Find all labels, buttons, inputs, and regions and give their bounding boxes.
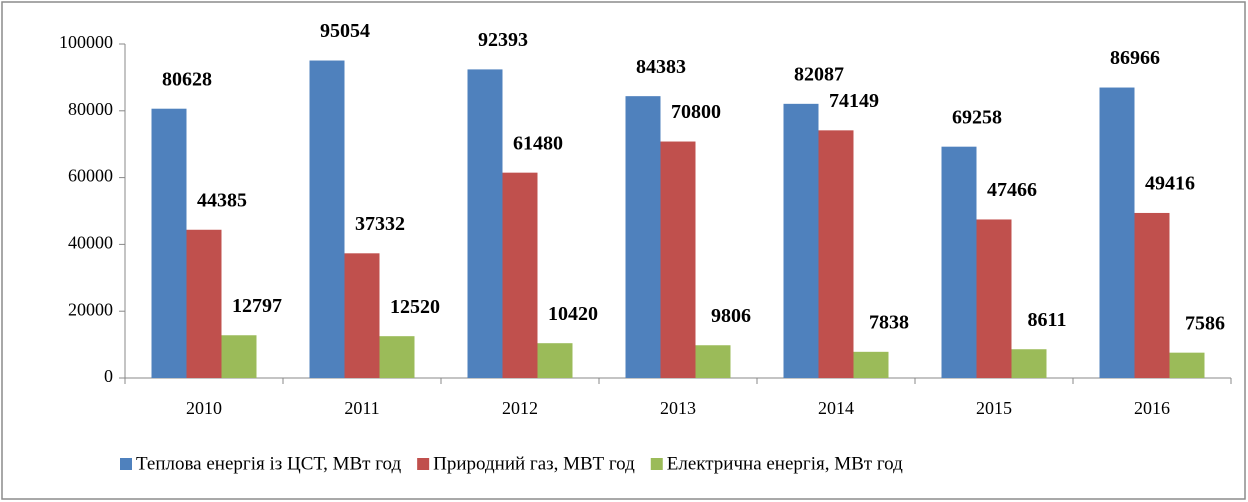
value-label: 47466 [987,179,1037,201]
value-label: 95054 [320,20,370,42]
y-tick-label: 100000 [59,32,113,52]
legend-label: Електрична енергія, МВт год [667,453,903,474]
y-tick-label: 60000 [68,166,113,186]
value-label: 37332 [355,213,405,235]
bar [537,343,573,378]
value-label: 9806 [711,305,751,327]
value-label: 8611 [1028,309,1067,331]
y-tick-label: 20000 [68,299,113,319]
x-tick-label: 2016 [1134,398,1170,418]
bar [344,253,380,378]
x-tick-label: 2014 [818,398,854,418]
value-label: 82087 [794,63,844,85]
bar [941,146,977,378]
bar [186,229,222,378]
bar [1011,349,1047,378]
x-tick-label: 2015 [976,398,1012,418]
bar [151,108,187,378]
bar [625,96,661,379]
value-label: 7586 [1185,312,1225,334]
value-label: 44385 [197,189,247,211]
bar [660,141,696,378]
bar [502,172,538,378]
value-label: 69258 [952,106,1002,128]
value-label: 80628 [162,68,212,90]
y-tick-label: 0 [104,366,113,386]
value-label: 86966 [1110,47,1160,69]
bar [853,351,889,378]
bar [976,219,1012,378]
value-label: 12520 [390,296,440,318]
value-label: 74149 [829,90,879,112]
bar [309,60,345,378]
value-label: 61480 [513,132,563,154]
y-tick-label: 40000 [68,233,113,253]
legend-swatch [650,458,663,470]
legend-swatch [417,458,430,470]
bar [1134,212,1170,378]
bar [783,103,819,379]
bar [467,69,503,378]
value-label: 12797 [232,295,282,317]
value-label: 7838 [869,311,909,333]
x-tick-label: 2011 [344,398,379,418]
bar [1169,352,1205,378]
x-tick-label: 2013 [660,398,696,418]
y-tick-label: 80000 [68,99,113,119]
legend-label: Природний газ, МВТ год [433,453,635,474]
x-tick-label: 2010 [186,398,222,418]
value-label: 70800 [671,101,721,123]
x-tick-label: 2012 [502,398,538,418]
value-label: 92393 [478,29,528,51]
legend-label: Теплова енергія із ЦСТ, МВт год [136,453,401,474]
bar [695,345,731,378]
bar [818,130,854,378]
legend-swatch [120,458,132,470]
bar [1099,87,1135,378]
value-label: 49416 [1145,173,1195,195]
value-label: 10420 [548,303,598,325]
bar [379,336,415,378]
value-label: 84383 [636,56,686,78]
bar [221,335,257,378]
